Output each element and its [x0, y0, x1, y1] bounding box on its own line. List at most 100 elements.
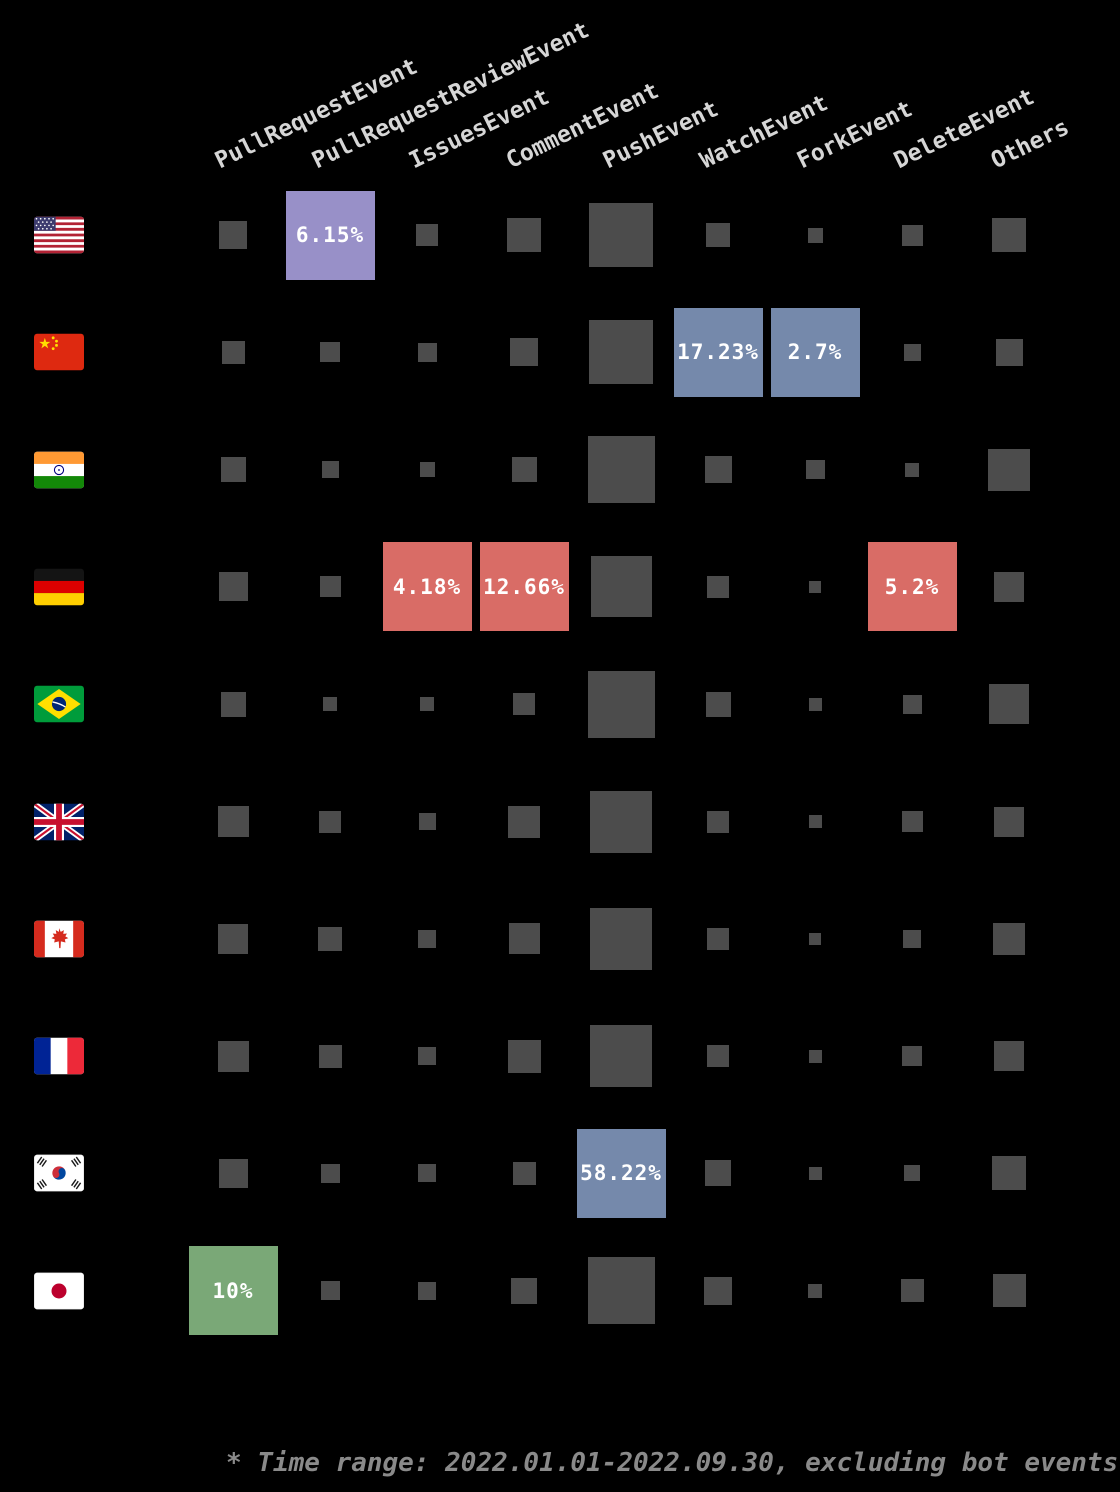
japan-flag-icon: [34, 1272, 84, 1310]
cell-gb-CommentEvent: [508, 805, 540, 838]
cell-de-WatchEvent: [707, 575, 729, 598]
china-flag-svg: [34, 333, 84, 371]
cell-ca-PushEvent: [590, 907, 652, 970]
cell-in-PullRequestReviewEvent: [321, 461, 339, 479]
south-korea-flag-icon: [34, 1154, 84, 1192]
cell-jp-ForkEvent: [808, 1283, 822, 1298]
cell-cn-Others: [995, 338, 1023, 366]
cell-br-Others: [989, 684, 1029, 725]
cell-kr-WatchEvent: [705, 1160, 731, 1187]
cell-gb-PullRequestReviewEvent: [319, 810, 341, 833]
cell-kr-PullRequestEvent: [218, 1158, 248, 1188]
cell-cn-PullRequestEvent: [221, 340, 245, 364]
brazil-flag-svg: [34, 685, 84, 723]
cell-us-DeleteEvent: [901, 224, 923, 246]
cell-fr-CommentEvent: [507, 1039, 541, 1073]
cell-jp-PullRequestEvent: 10%: [188, 1246, 278, 1336]
cell-jp-DeleteEvent: [900, 1279, 924, 1303]
brazil-flag-icon: [34, 685, 84, 723]
cell-us-PullRequestEvent: [219, 221, 247, 249]
cell-de-CommentEvent: 12.66%: [479, 542, 569, 632]
cell-br-PullRequestReviewEvent: [323, 697, 337, 712]
cell-in-CommentEvent: [511, 457, 537, 483]
germany-flag-icon: [34, 568, 84, 606]
japan-flag-svg: [34, 1272, 84, 1310]
cell-de-IssuesEvent: 4.18%: [382, 542, 472, 632]
cell-br-IssuesEvent: [420, 697, 434, 712]
cell-us-PullRequestReviewEvent: 6.15%: [285, 190, 375, 280]
canada-flag-icon: [34, 920, 84, 958]
south-korea-flag-svg: [34, 1155, 84, 1192]
cell-gb-Others: [994, 806, 1024, 837]
canada-flag-svg: [34, 920, 84, 958]
cell-us-PushEvent: [589, 203, 653, 267]
cell-de-PullRequestReviewEvent: [319, 576, 341, 598]
china-flag-icon: [34, 333, 84, 371]
cell-jp-Others: [992, 1274, 1026, 1308]
cell-de-ForkEvent: [809, 580, 821, 593]
cell-br-WatchEvent: [705, 691, 731, 717]
cell-br-ForkEvent: [808, 697, 822, 711]
cell-in-WatchEvent: [704, 456, 732, 484]
cell-de-Others: [994, 571, 1024, 602]
cell-ca-IssuesEvent: [418, 929, 436, 948]
cell-fr-PullRequestEvent: [217, 1040, 249, 1072]
cell-de-PushEvent: [590, 556, 652, 618]
cell-in-Others: [988, 448, 1030, 491]
cell-cn-DeleteEvent: [903, 343, 921, 361]
cell-gb-DeleteEvent: [901, 811, 923, 832]
cell-fr-WatchEvent: [707, 1045, 729, 1068]
us-flag-svg: [34, 216, 84, 254]
cell-cn-CommentEvent: [510, 338, 538, 367]
cell-gb-PullRequestEvent: [217, 806, 249, 837]
cell-us-CommentEvent: [507, 218, 541, 252]
cell-br-PullRequestEvent: [220, 691, 246, 717]
uk-flag-icon: [34, 803, 84, 841]
cell-us-IssuesEvent: [416, 224, 438, 246]
cell-in-IssuesEvent: [419, 462, 435, 478]
cell-ca-CommentEvent: [508, 923, 540, 955]
cell-fr-PullRequestReviewEvent: [318, 1044, 342, 1068]
cell-kr-ForkEvent: [808, 1166, 822, 1180]
cell-ca-PullRequestEvent: [218, 923, 248, 954]
cell-in-ForkEvent: [805, 460, 825, 480]
france-flag-svg: [34, 1037, 84, 1075]
time-range-note: * Time range: 2022.01.01-2022.09.30, exc…: [226, 1448, 1119, 1478]
cell-gb-WatchEvent: [707, 810, 729, 833]
cell-br-CommentEvent: [513, 693, 535, 716]
cell-ca-Others: [993, 922, 1025, 955]
cell-jp-CommentEvent: [511, 1277, 537, 1304]
cell-de-PullRequestEvent: [218, 572, 248, 602]
cell-cn-ForkEvent: 2.7%: [770, 307, 860, 397]
cell-br-DeleteEvent: [902, 694, 922, 714]
cell-ca-ForkEvent: [809, 932, 821, 945]
cell-gb-PushEvent: [590, 790, 652, 853]
cell-fr-DeleteEvent: [902, 1046, 922, 1067]
cell-in-PullRequestEvent: [220, 457, 246, 483]
cell-jp-PushEvent: [587, 1257, 655, 1325]
cell-br-PushEvent: [587, 670, 655, 738]
cell-us-Others: [992, 218, 1026, 252]
cell-fr-IssuesEvent: [418, 1047, 436, 1066]
cell-jp-WatchEvent: [704, 1276, 732, 1305]
cell-gb-ForkEvent: [808, 815, 822, 828]
france-flag-icon: [34, 1037, 84, 1075]
cell-kr-PullRequestReviewEvent: [320, 1163, 340, 1183]
cell-kr-DeleteEvent: [904, 1165, 920, 1182]
cell-kr-IssuesEvent: [418, 1164, 436, 1183]
cell-kr-Others: [992, 1156, 1026, 1191]
cell-jp-IssuesEvent: [418, 1281, 436, 1300]
cell-de-DeleteEvent: 5.2%: [867, 542, 957, 632]
cell-cn-IssuesEvent: [417, 342, 437, 362]
germany-flag-svg: [34, 568, 84, 606]
cell-in-DeleteEvent: [905, 462, 919, 477]
cell-ca-PullRequestReviewEvent: [318, 926, 342, 951]
uk-flag-svg: [34, 803, 84, 840]
cell-kr-CommentEvent: [512, 1161, 536, 1185]
cell-ca-DeleteEvent: [903, 929, 921, 948]
cell-gb-IssuesEvent: [418, 813, 436, 830]
cell-cn-WatchEvent: 17.23%: [673, 307, 763, 397]
cell-fr-PushEvent: [590, 1025, 652, 1088]
cell-kr-PushEvent: 58.22%: [576, 1128, 666, 1218]
